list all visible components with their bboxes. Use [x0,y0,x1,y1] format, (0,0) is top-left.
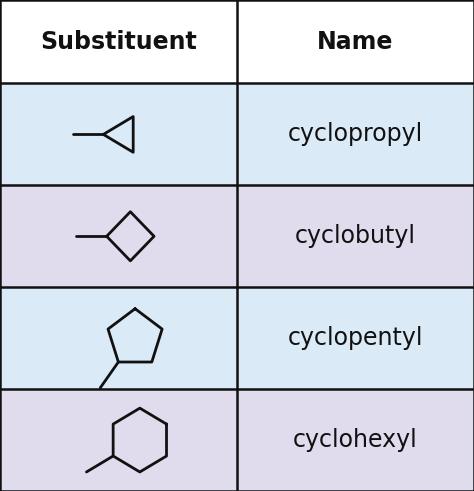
Text: Substituent: Substituent [40,30,197,54]
Text: cyclohexyl: cyclohexyl [293,428,418,452]
Bar [237,389,474,491]
Bar [0,185,237,287]
Bar [237,185,474,287]
Bar [237,83,474,185]
Text: cyclopropyl: cyclopropyl [288,122,423,146]
Bar [0,0,474,83]
Bar [0,389,237,491]
Text: cyclopentyl: cyclopentyl [288,326,423,350]
Text: cyclobutyl: cyclobutyl [295,224,416,248]
Bar [237,287,474,389]
Bar [0,287,237,389]
Bar [0,83,237,185]
Text: Name: Name [317,30,394,54]
